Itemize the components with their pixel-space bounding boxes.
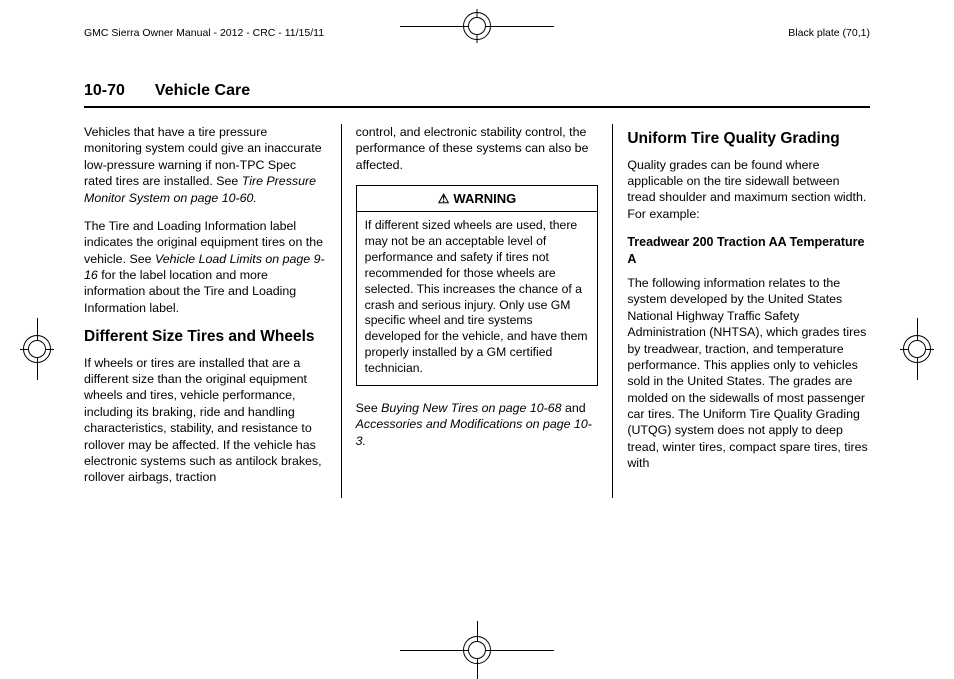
doc-ref: GMC Sierra Owner Manual - 2012 - CRC - 1… <box>84 27 324 39</box>
paragraph: The Tire and Loading Information label i… <box>84 218 327 316</box>
column-1: Vehicles that have a tire pressure monit… <box>84 124 341 498</box>
paragraph: Vehicles that have a tire pressure monit… <box>84 124 327 206</box>
column-3: Uniform Tire Quality Grading Quality gra… <box>612 124 870 498</box>
paragraph: control, and electronic stability contro… <box>356 124 599 173</box>
page-number: 10-70 <box>84 82 125 100</box>
warning-icon: ⚠ <box>438 190 450 207</box>
content-columns: Vehicles that have a tire pressure monit… <box>84 124 870 498</box>
subheading-example: Treadwear 200 Traction AA Temperature A <box>627 234 870 267</box>
heading-utqg: Uniform Tire Quality Grading <box>627 130 870 149</box>
paragraph: If wheels or tires are installed that ar… <box>84 355 327 486</box>
warning-header: ⚠WARNING <box>357 186 598 212</box>
page-header: 10-70 Vehicle Care <box>84 82 870 108</box>
crop-mark-bottom <box>460 633 494 667</box>
warning-body: If different sized wheels are used, ther… <box>357 212 598 385</box>
xref: Buying New Tires on page 10-68 <box>381 401 561 415</box>
xref: Accessories and Modifications on page 10… <box>356 417 592 447</box>
paragraph: Quality grades can be found where applic… <box>627 157 870 223</box>
crop-mark-left <box>20 332 54 366</box>
warning-box: ⚠WARNING If different sized wheels are u… <box>356 185 599 386</box>
heading-different-size-tires: Different Size Tires and Wheels <box>84 328 327 347</box>
plate-ref: Black plate (70,1) <box>788 27 870 39</box>
column-2: control, and electronic stability contro… <box>341 124 613 498</box>
crop-mark-top <box>460 9 494 43</box>
section-title: Vehicle Care <box>155 82 250 100</box>
crop-mark-right <box>900 332 934 366</box>
paragraph: The following information relates to the… <box>627 275 870 472</box>
paragraph: See Buying New Tires on page 10-68 and A… <box>356 400 599 449</box>
